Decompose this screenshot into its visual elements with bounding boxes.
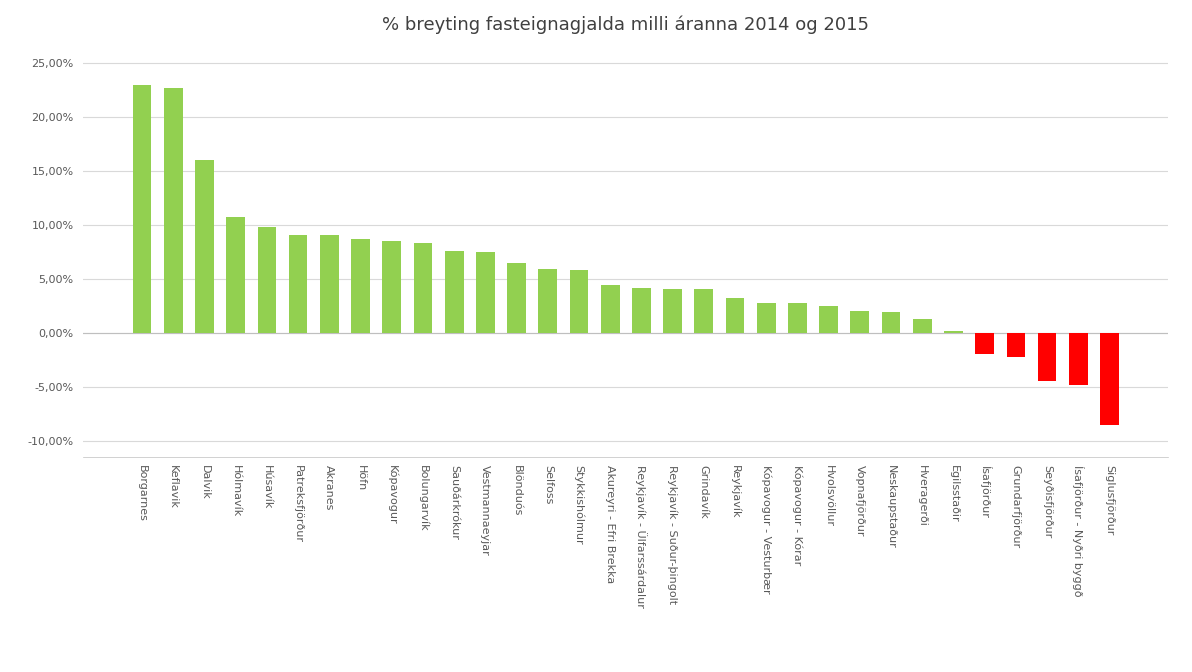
Bar — [663, 289, 682, 333]
Bar — [195, 161, 213, 333]
Bar — [882, 312, 900, 333]
Bar — [819, 306, 838, 333]
Bar — [414, 243, 433, 333]
Bar — [445, 251, 464, 333]
Bar — [352, 239, 370, 333]
Bar — [476, 252, 495, 333]
Bar — [383, 241, 402, 333]
Bar — [913, 319, 932, 333]
Bar — [1038, 333, 1056, 382]
Bar — [288, 235, 308, 333]
Bar — [788, 302, 807, 333]
Title: % breyting fasteignagjalda milli áranna 2014 og 2015: % breyting fasteignagjalda milli áranna … — [383, 16, 869, 34]
Bar — [726, 298, 744, 333]
Bar — [226, 218, 246, 333]
Bar — [632, 288, 651, 333]
Bar — [132, 85, 151, 333]
Bar — [601, 286, 620, 333]
Bar — [850, 311, 869, 333]
Bar — [164, 88, 182, 333]
Bar — [539, 269, 557, 333]
Bar — [944, 331, 963, 333]
Bar — [570, 270, 589, 333]
Bar — [975, 333, 994, 355]
Bar — [757, 302, 776, 333]
Bar — [695, 289, 713, 333]
Bar — [257, 227, 277, 333]
Bar — [508, 263, 526, 333]
Bar — [1100, 333, 1119, 425]
Bar — [319, 235, 339, 333]
Bar — [1006, 333, 1025, 357]
Bar — [1069, 333, 1087, 384]
